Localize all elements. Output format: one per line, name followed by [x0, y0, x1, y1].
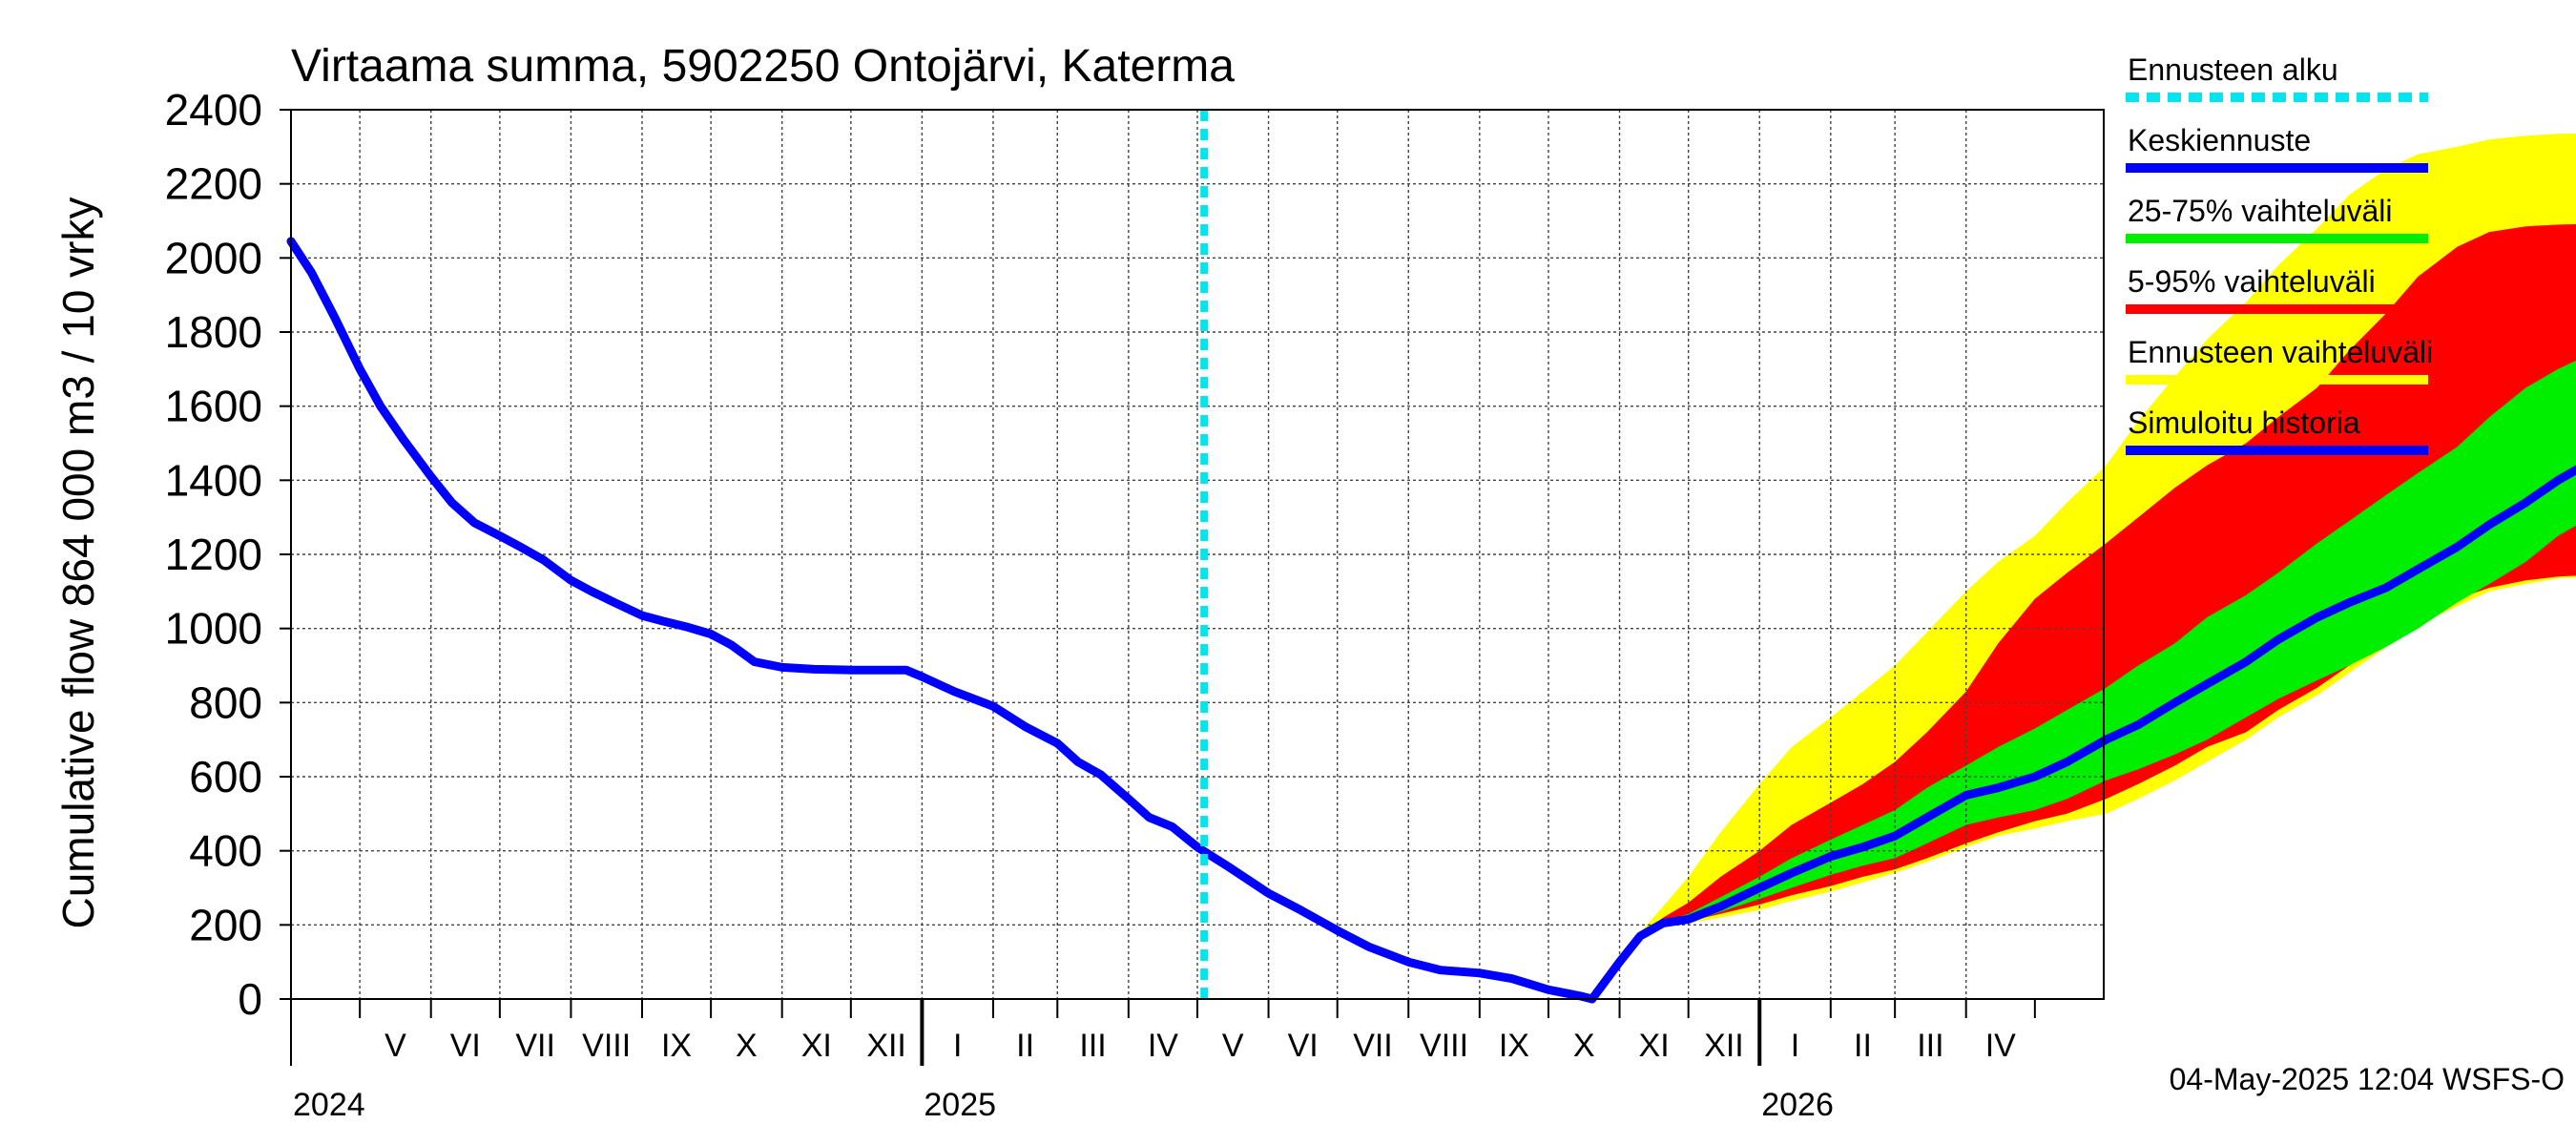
x-month-label: VI	[450, 1028, 481, 1064]
x-month-label: III	[1079, 1028, 1106, 1064]
chart-title: Virtaama summa, 5902250 Ontojärvi, Kater…	[291, 41, 1235, 92]
footer-timestamp: 04-May-2025 12:04 WSFS-O	[2170, 1062, 2565, 1096]
legend-label: 5-95% vaihteluväli	[2128, 264, 2376, 299]
x-year-label: 2025	[924, 1087, 996, 1123]
legend-label: Ennusteen vaihteluväli	[2128, 335, 2433, 369]
grid	[291, 110, 2104, 999]
y-tick-label: 1400	[165, 455, 262, 505]
x-month-label: XI	[1639, 1028, 1670, 1064]
series-lines	[286, 110, 2576, 1004]
x-month-label: II	[1854, 1028, 1872, 1064]
y-tick-label: 400	[189, 826, 262, 876]
forecast-bands	[1591, 133, 2576, 999]
x-month-label: VII	[515, 1028, 555, 1064]
x-month-label: V	[384, 1028, 406, 1064]
y-tick-label: 600	[189, 752, 262, 802]
x-year-label: 2024	[293, 1087, 365, 1123]
y-axis-label: Cumulative flow 864 000 m3 / 10 vrky	[53, 197, 103, 928]
legend-label: Keskiennuste	[2128, 123, 2311, 157]
y-tick-label: 0	[238, 974, 262, 1024]
x-month-label: VIII	[1420, 1028, 1468, 1064]
legend-label: 25-75% vaihteluväli	[2128, 194, 2393, 228]
y-tick-label: 800	[189, 677, 262, 727]
y-tick-label: 1200	[165, 530, 262, 579]
x-month-label: XII	[1704, 1028, 1744, 1064]
y-tick-label: 2200	[165, 159, 262, 209]
x-month-label: IX	[661, 1028, 692, 1064]
y-tick-label: 1000	[165, 604, 262, 654]
x-month-label: X	[736, 1028, 758, 1064]
y-tick-label: 2400	[165, 85, 262, 135]
median-forecast-line	[1588, 465, 2576, 1004]
x-month-label: I	[1791, 1028, 1799, 1064]
x-month-label: V	[1222, 1028, 1244, 1064]
x-axis: V VI VII VIII IX X XI XII I II III IV V VI VII VIII IX X X…	[290, 999, 2036, 1123]
x-month-label: X	[1573, 1028, 1595, 1064]
y-tick-label: 2000	[165, 233, 262, 282]
y-axis: 0 200 400 600 800 1000 1200 1400 1600 1800 2000 220…	[165, 85, 291, 1024]
x-month-label: IV	[1985, 1028, 2016, 1064]
x-month-label: VIII	[582, 1028, 631, 1064]
x-month-label: IV	[1148, 1028, 1178, 1064]
legend: Ennusteen alku Keskiennuste 25-75% vaihtel…	[2126, 52, 2433, 455]
y-tick-label: 1600	[165, 382, 262, 431]
x-month-label: VII	[1353, 1028, 1393, 1064]
x-month-label: III	[1917, 1028, 1943, 1064]
x-month-label: I	[953, 1028, 962, 1064]
x-year-label: 2026	[1761, 1087, 1834, 1123]
x-month-label: II	[1016, 1028, 1034, 1064]
legend-label: Ennusteen alku	[2128, 52, 2338, 87]
legend-label: Simuloitu historia	[2128, 406, 2360, 440]
x-month-label: XI	[801, 1028, 832, 1064]
y-tick-label: 1800	[165, 307, 262, 357]
x-month-label: IX	[1499, 1028, 1529, 1064]
x-month-label: XII	[866, 1028, 906, 1064]
band-5-95	[1591, 224, 2576, 999]
band-25-75	[1591, 360, 2576, 999]
x-month-label: VI	[1288, 1028, 1319, 1064]
history-line	[286, 237, 1597, 1004]
y-tick-label: 200	[189, 900, 262, 949]
